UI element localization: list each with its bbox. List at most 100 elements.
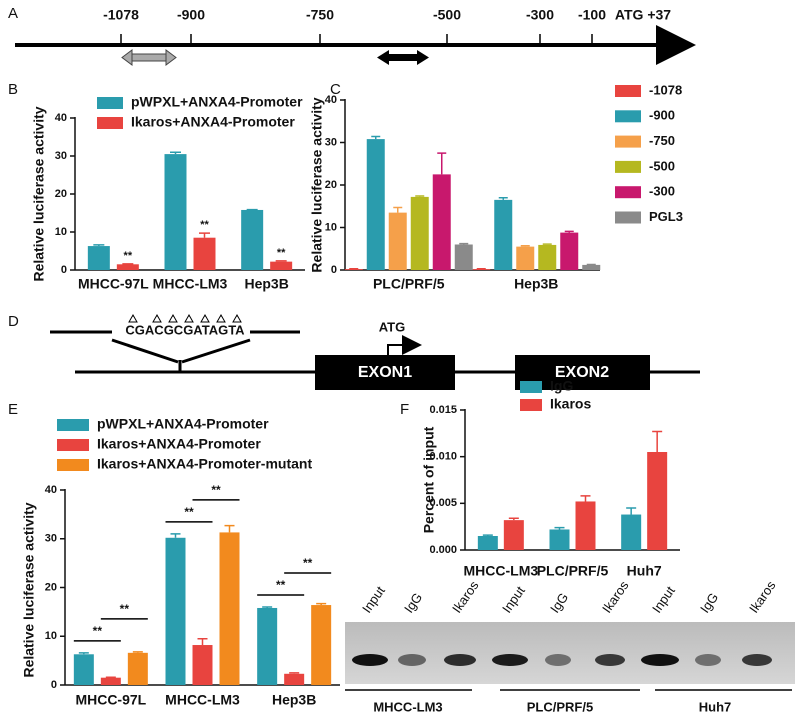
y-tick-label: 0.005 [429, 497, 457, 509]
error-bar [542, 243, 552, 245]
exon-box [315, 355, 455, 390]
legend-label: Ikaros+ANXA4-Promoter [131, 114, 295, 130]
error-bar [289, 672, 300, 674]
x-tick-label: MHCC-LM3 [464, 563, 539, 579]
y-tick-label: 30 [55, 150, 67, 162]
legend-swatch [615, 85, 641, 97]
panel-label: C [330, 81, 341, 98]
gel-band [398, 654, 426, 666]
gel-band [492, 654, 528, 666]
bar [127, 652, 148, 685]
gel-band [695, 654, 721, 666]
bar [165, 537, 186, 685]
bar [477, 536, 498, 550]
y-tick-label: 10 [325, 221, 337, 233]
bar [193, 237, 216, 270]
x-tick-label: MHCC-97L [78, 276, 149, 292]
error-bar [498, 197, 508, 200]
legend-label: IgG [550, 378, 573, 394]
error-bar [626, 507, 637, 515]
error-bar [170, 533, 181, 538]
legend-swatch [615, 160, 641, 173]
y-tick-label: 0 [51, 679, 57, 691]
grey-double-arrow [121, 49, 177, 66]
bar [575, 501, 596, 550]
bar [270, 261, 293, 270]
x-tick-label: MHCC-97L [75, 692, 146, 708]
gel-group-label: PLC/PRF/5 [527, 699, 593, 714]
error-bar [371, 135, 381, 140]
promoter-position: -500 [433, 7, 461, 23]
legend-label: pWPXL+ANXA4-Promoter [131, 94, 303, 110]
promoter-position: -100 [578, 7, 606, 23]
bar [549, 529, 570, 550]
bar [344, 269, 363, 270]
error-bar [482, 534, 493, 536]
significance-label: ** [276, 578, 286, 592]
significance-label: ** [211, 483, 221, 497]
y-tick-label: 40 [325, 94, 337, 106]
bar [432, 174, 451, 270]
error-bar [564, 230, 574, 233]
error-bar [652, 430, 663, 452]
y-tick-label: 40 [55, 112, 67, 124]
bar [582, 264, 601, 270]
bar [192, 645, 213, 685]
panel-label: F [400, 401, 409, 418]
y-axis-label: Relative luciferase activity [31, 106, 47, 281]
x-tick-label: MHCC-LM3 [153, 276, 228, 292]
x-tick-label: Hep3B [244, 276, 288, 292]
bar [73, 654, 94, 685]
bar [284, 673, 305, 685]
gel-group-label: MHCC-LM3 [373, 699, 442, 714]
bar [241, 209, 264, 270]
legend-swatch [57, 419, 89, 431]
x-tick-label: MHCC-LM3 [165, 692, 240, 708]
sequence: CGACGCGATAGTA [125, 322, 245, 337]
x-tick-label: PLC/PRF/5 [537, 563, 609, 579]
error-bar [520, 245, 530, 247]
significance-label: ** [124, 250, 133, 262]
y-tick-label: 0 [331, 264, 337, 276]
error-bar [199, 232, 210, 238]
y-axis-label: Relative luciferase activity [309, 97, 325, 272]
gel-band [742, 654, 772, 666]
legend-swatch [520, 381, 542, 393]
legend-label: -900 [649, 108, 675, 123]
error-bar [197, 637, 208, 646]
legend-label: pWPXL+ANXA4-Promoter [97, 416, 269, 432]
error-bar [580, 495, 591, 502]
y-tick-label: 0.010 [429, 451, 457, 463]
legend-swatch [97, 97, 123, 109]
lane-label: IgG [697, 590, 721, 616]
x-tick-label: PLC/PRF/5 [373, 276, 445, 292]
error-bar [554, 526, 565, 530]
sequence-marks [128, 313, 242, 323]
promoter-position: -1078 [103, 7, 139, 23]
bar [87, 246, 110, 270]
lane-label: Input [649, 583, 678, 616]
y-tick-label: 20 [45, 581, 57, 593]
significance-label: ** [184, 505, 194, 519]
x-tick-label: Hep3B [514, 276, 558, 292]
legend-swatch [615, 186, 641, 199]
bar [410, 196, 429, 270]
bar [164, 154, 187, 270]
promoter-position: -300 [526, 7, 554, 23]
bar [311, 605, 332, 685]
significance-label: ** [120, 602, 130, 616]
black-double-arrow [377, 50, 429, 65]
legend-label: Ikaros+ANXA4-Promoter [97, 436, 261, 452]
legend-swatch [57, 439, 89, 451]
lane-label: Ikaros [599, 578, 632, 616]
significance-label: ** [303, 556, 313, 570]
lane-label: IgG [401, 590, 425, 616]
legend-swatch [615, 110, 641, 123]
gel-band [444, 654, 476, 666]
legend-label: -750 [649, 133, 675, 148]
bar [100, 677, 121, 685]
y-axis-label: Percent of input [421, 426, 437, 533]
bar [388, 212, 407, 270]
bar [257, 607, 278, 685]
